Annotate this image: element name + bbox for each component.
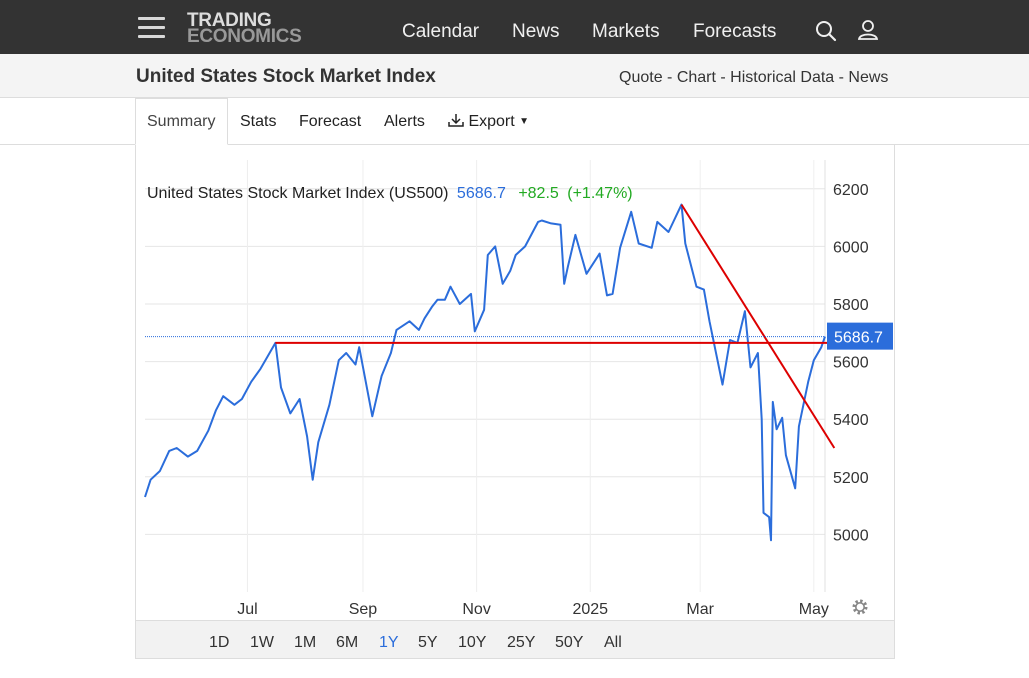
logo-line-2: ECONOMICS: [187, 26, 302, 47]
tab-bar: Summary Stats Forecast Alerts Export ▼: [0, 98, 1029, 145]
range-1m[interactable]: 1M: [294, 634, 317, 651]
nav-news[interactable]: News: [512, 21, 560, 42]
quicklink-quote[interactable]: Quote: [619, 69, 663, 86]
menu-icon[interactable]: [138, 17, 165, 39]
logo[interactable]: TRADING ECONOMICS: [187, 10, 302, 47]
nav-calendar[interactable]: Calendar: [402, 21, 480, 42]
tab-summary[interactable]: Summary: [147, 113, 216, 130]
range-5y[interactable]: 5Y: [418, 634, 438, 651]
page-title: United States Stock Market Index: [136, 66, 436, 87]
chart-panel: [135, 145, 895, 659]
download-icon: [448, 114, 464, 127]
range-1w[interactable]: 1W: [250, 634, 274, 651]
range-all[interactable]: All: [604, 634, 622, 651]
caret-down-icon: ▼: [519, 116, 530, 127]
range-25y[interactable]: 25Y: [507, 634, 536, 651]
page-header: United States Stock Market Index Quote -…: [0, 54, 1029, 98]
range-1y[interactable]: 1Y: [379, 634, 399, 651]
top-navbar: TRADING ECONOMICS Calendar News Markets …: [0, 0, 1029, 54]
quicklink-news[interactable]: News: [848, 69, 889, 86]
range-10y[interactable]: 10Y: [458, 634, 487, 651]
tab-alerts[interactable]: Alerts: [384, 113, 425, 130]
range-50y[interactable]: 50Y: [555, 634, 584, 651]
range-1d[interactable]: 1D: [209, 634, 230, 651]
quicklink-historical-data[interactable]: Historical Data: [730, 69, 835, 86]
tab-export[interactable]: Export ▼: [448, 113, 529, 131]
tab-stats[interactable]: Stats: [240, 113, 277, 130]
tab-forecast[interactable]: Forecast: [299, 113, 362, 130]
range-6m[interactable]: 6M: [336, 634, 359, 651]
nav-markets[interactable]: Markets: [592, 21, 660, 42]
logo-line-1: TRADING: [187, 10, 272, 31]
quicklink-chart[interactable]: Chart: [676, 69, 716, 86]
search-icon[interactable]: [815, 20, 837, 42]
export-label: Export: [468, 113, 515, 130]
nav-forecasts[interactable]: Forecasts: [693, 21, 777, 42]
range-selector: 1D 1W 1M 6M 1Y 5Y 10Y 25Y 50Y All: [135, 620, 895, 659]
quicklinks: Quote - Chart - Historical Data - News: [619, 69, 889, 86]
user-icon[interactable]: [857, 19, 879, 41]
active-tab-frame: [135, 98, 228, 145]
